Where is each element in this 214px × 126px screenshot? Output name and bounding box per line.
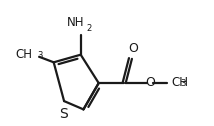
Text: S: S [59, 107, 68, 121]
Text: CH: CH [15, 48, 32, 60]
Text: 3: 3 [38, 51, 43, 60]
Text: 3: 3 [181, 79, 186, 88]
Text: O: O [128, 42, 138, 55]
Text: O: O [146, 76, 156, 89]
Text: NH: NH [67, 16, 85, 29]
Text: CH: CH [171, 76, 188, 89]
Text: 2: 2 [86, 24, 91, 33]
